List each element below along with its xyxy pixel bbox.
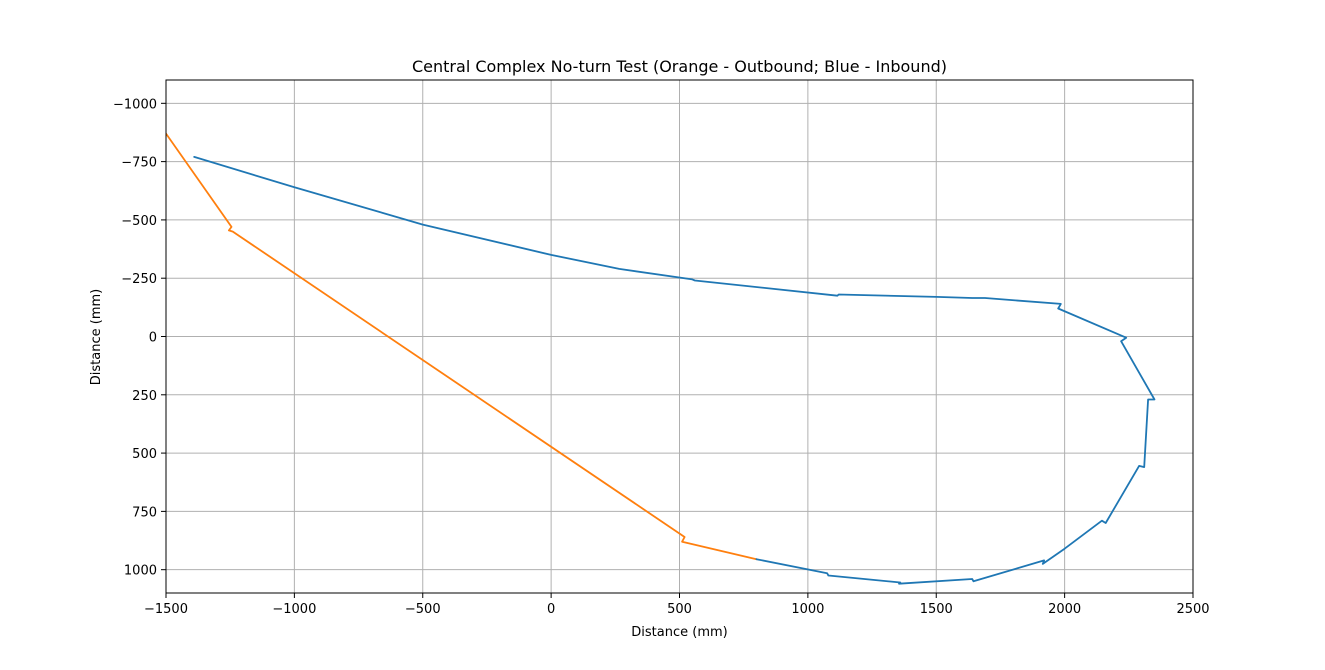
x-tick-label: 500 — [667, 602, 692, 617]
grid-lines — [165, 80, 1194, 593]
y-tick-label: 750 — [132, 505, 157, 520]
y-tick-label: −250 — [121, 272, 157, 287]
x-tick-label: 0 — [547, 602, 555, 617]
series-layer — [166, 132, 1156, 585]
x-tick-label: 1500 — [920, 602, 953, 617]
y-tick-label: 250 — [132, 389, 157, 404]
y-tick-label: 1000 — [124, 564, 157, 579]
y-tick-label: −500 — [121, 214, 157, 229]
x-tick-label: −1000 — [272, 602, 316, 617]
x-tick-label: 1000 — [791, 602, 824, 617]
y-axis-label: Distance (mm) — [89, 289, 104, 385]
x-tick-label: 2500 — [1176, 602, 1209, 617]
y-tick-label: −1000 — [113, 97, 157, 112]
x-tick-label: 2000 — [1048, 602, 1081, 617]
y-tick-label: −750 — [121, 156, 157, 171]
chart-title: Central Complex No-turn Test (Orange - O… — [412, 57, 947, 76]
inbound-path-line — [193, 155, 1156, 585]
y-tick-label: 0 — [149, 331, 157, 346]
outbound-path-line — [166, 132, 758, 561]
x-axis-label: Distance (mm) — [631, 625, 727, 640]
y-tick-label: 500 — [132, 447, 157, 462]
x-tick-label: −500 — [405, 602, 441, 617]
ticks: −1500 −1000 −500 0 500 1000 1500 2000 2500−1000−… — [113, 97, 1210, 617]
x-tick-label: −1500 — [144, 602, 188, 617]
